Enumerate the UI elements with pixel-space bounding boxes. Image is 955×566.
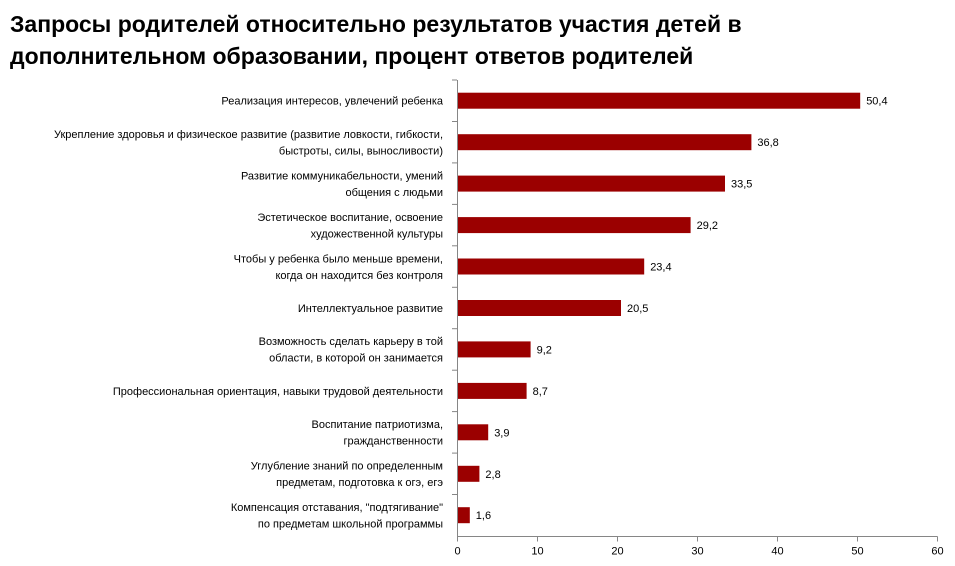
- category-label: художественной культуры: [311, 228, 444, 240]
- bar: [457, 92, 861, 109]
- category-label: Интеллектуальное развитие: [298, 303, 443, 315]
- data-label: 20,5: [627, 303, 648, 315]
- category-label: Реализация интересов, увлечений ребенка: [221, 96, 444, 108]
- x-tick-label: 40: [771, 546, 783, 558]
- category-label: Эстетическое воспитание, освоение: [257, 212, 443, 224]
- category-label: Воспитание патриотизма,: [312, 419, 443, 431]
- bar: [457, 507, 470, 524]
- data-label: 9,2: [537, 344, 552, 356]
- bar: [457, 217, 691, 234]
- x-tick-label: 50: [851, 546, 863, 558]
- category-label: Углубление знаний по определенным: [251, 461, 443, 473]
- category-label: Компенсация отставания, "подтягивание": [231, 502, 443, 514]
- data-label: 29,2: [697, 220, 718, 232]
- data-label: 2,8: [485, 469, 500, 481]
- chart-title-line: Запросы родителей относительно результат…: [10, 11, 742, 37]
- bar: [457, 341, 531, 358]
- data-label: 23,4: [650, 262, 671, 274]
- bar: [457, 424, 489, 441]
- data-label: 33,5: [731, 179, 752, 191]
- category-label: Развитие коммуникабельности, умений: [241, 170, 443, 182]
- category-label: Профессиональная ориентация, навыки труд…: [113, 386, 443, 398]
- category-label: Возможность сделать карьеру в той: [259, 336, 443, 348]
- category-label: гражданственности: [343, 436, 443, 448]
- bar: [457, 175, 725, 192]
- x-tick-label: 60: [931, 546, 943, 558]
- data-label: 1,6: [476, 510, 491, 522]
- x-tick-label: 10: [531, 546, 543, 558]
- category-label: Укрепление здоровья и физическое развити…: [54, 129, 443, 141]
- bar: [457, 382, 527, 399]
- x-tick-label: 20: [611, 546, 623, 558]
- bar: [457, 465, 480, 482]
- chart-title-line: дополнительном образовании, процент отве…: [10, 43, 694, 69]
- chart-title: Запросы родителей относительно результат…: [10, 8, 940, 72]
- category-label: по предметам школьной программы: [258, 519, 443, 531]
- category-label: предметам, подготовка к огэ, егэ: [276, 477, 443, 489]
- category-label: общения с людьми: [345, 187, 443, 199]
- x-tick-label: 0: [454, 546, 460, 558]
- data-label: 3,9: [494, 427, 509, 439]
- bar: [457, 134, 752, 151]
- bar: [457, 258, 645, 275]
- category-label: Чтобы у ребенка было меньше времени,: [234, 253, 443, 265]
- bar: [457, 300, 621, 316]
- category-label: когда он находится без контроля: [275, 270, 443, 282]
- data-label: 8,7: [533, 386, 548, 398]
- category-label: быстроты, силы, выносливости): [279, 145, 443, 157]
- x-tick-label: 30: [691, 546, 703, 558]
- category-label: области, в которой он занимается: [269, 353, 443, 365]
- data-label: 50,4: [866, 96, 887, 108]
- data-label: 36,8: [757, 137, 778, 149]
